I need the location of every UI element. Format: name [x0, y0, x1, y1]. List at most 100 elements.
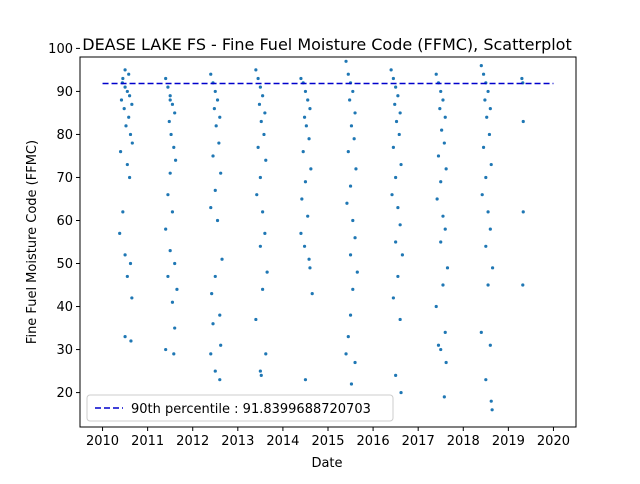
data-point — [258, 369, 262, 373]
data-point — [254, 317, 258, 322]
data-point — [396, 205, 400, 210]
x-tick-label: 2015 — [311, 434, 344, 449]
data-point — [218, 378, 222, 382]
data-point — [441, 214, 445, 218]
data-point — [125, 162, 129, 167]
data-point — [166, 274, 170, 279]
data-point — [173, 261, 177, 266]
data-point — [209, 205, 213, 210]
data-point — [488, 227, 492, 231]
data-point — [259, 373, 263, 377]
data-point — [344, 352, 348, 356]
data-point — [344, 59, 348, 63]
data-point — [219, 171, 223, 175]
data-point — [445, 266, 450, 270]
data-point — [264, 158, 268, 162]
data-point — [390, 193, 394, 197]
data-point — [121, 210, 125, 214]
data-point — [309, 167, 313, 171]
data-point — [354, 167, 358, 171]
data-point — [521, 210, 525, 214]
data-point — [307, 257, 311, 261]
data-point — [346, 335, 350, 339]
data-point — [168, 94, 172, 98]
data-point — [441, 283, 445, 287]
data-point — [443, 330, 447, 334]
data-point — [400, 253, 404, 257]
data-point — [215, 218, 220, 223]
data-point — [301, 150, 305, 154]
data-point — [123, 68, 127, 72]
data-point — [164, 227, 168, 231]
x-tick-label: 2014 — [266, 434, 299, 449]
data-point — [211, 154, 215, 158]
data-point — [481, 145, 486, 149]
axes-ticks: 2010 2011 2012 2013 2014 2015 2016 2017 2018 2019… — [48, 42, 570, 449]
data-point — [349, 382, 354, 386]
data-point — [308, 107, 312, 111]
data-point — [209, 72, 213, 76]
data-point — [170, 210, 175, 214]
data-point — [170, 300, 175, 304]
data-point — [521, 119, 525, 124]
data-point — [484, 244, 488, 248]
data-point — [261, 210, 265, 214]
data-point — [434, 72, 438, 76]
data-point — [398, 111, 402, 115]
data-point — [175, 287, 179, 291]
data-point — [303, 180, 308, 184]
data-point — [125, 89, 129, 94]
data-point — [353, 236, 357, 240]
data-point — [119, 98, 124, 102]
data-point — [439, 240, 443, 244]
data-point — [303, 378, 308, 382]
legend: 90th percentile : 91.8399688720703 — [86, 394, 394, 422]
data-point — [130, 141, 134, 145]
data-point — [489, 162, 493, 167]
data-point — [215, 98, 220, 102]
data-point — [306, 98, 310, 102]
data-point — [308, 266, 312, 270]
data-point — [257, 102, 262, 106]
y-tick-label: 80 — [56, 128, 73, 143]
data-point — [118, 231, 122, 235]
data-point — [351, 89, 355, 94]
data-point — [439, 347, 443, 352]
y-tick-label: 60 — [56, 214, 73, 229]
data-point — [128, 132, 133, 137]
x-tick-label: 2018 — [447, 434, 480, 449]
data-point — [442, 141, 446, 145]
data-point — [480, 193, 484, 197]
data-point — [489, 399, 493, 403]
data-point — [487, 132, 492, 137]
data-point — [521, 283, 525, 287]
data-point — [121, 76, 125, 81]
data-point — [218, 115, 222, 119]
data-point — [399, 162, 403, 167]
data-point — [302, 244, 307, 248]
data-point — [128, 94, 132, 98]
y-axis-label: Fine Fuel Moisture Code (FFMC) — [25, 140, 40, 344]
data-point — [173, 158, 178, 162]
data-point — [259, 119, 263, 124]
data-point — [124, 124, 128, 128]
data-point — [441, 98, 445, 102]
x-tick-label: 2012 — [176, 434, 209, 449]
data-point — [348, 253, 353, 257]
x-tick-label: 2011 — [131, 434, 164, 449]
data-point — [439, 180, 443, 184]
data-point — [129, 339, 133, 343]
data-point — [349, 124, 354, 128]
data-point — [130, 296, 134, 300]
data-point — [391, 76, 395, 81]
data-point — [353, 111, 357, 115]
data-point — [255, 193, 259, 197]
data-point — [488, 107, 492, 111]
x-tick-label: 2019 — [492, 434, 525, 449]
data-point — [258, 244, 262, 248]
data-point — [218, 313, 222, 317]
data-point — [355, 270, 359, 274]
data-point — [479, 64, 483, 68]
data-point — [168, 171, 172, 175]
data-point — [396, 274, 400, 279]
